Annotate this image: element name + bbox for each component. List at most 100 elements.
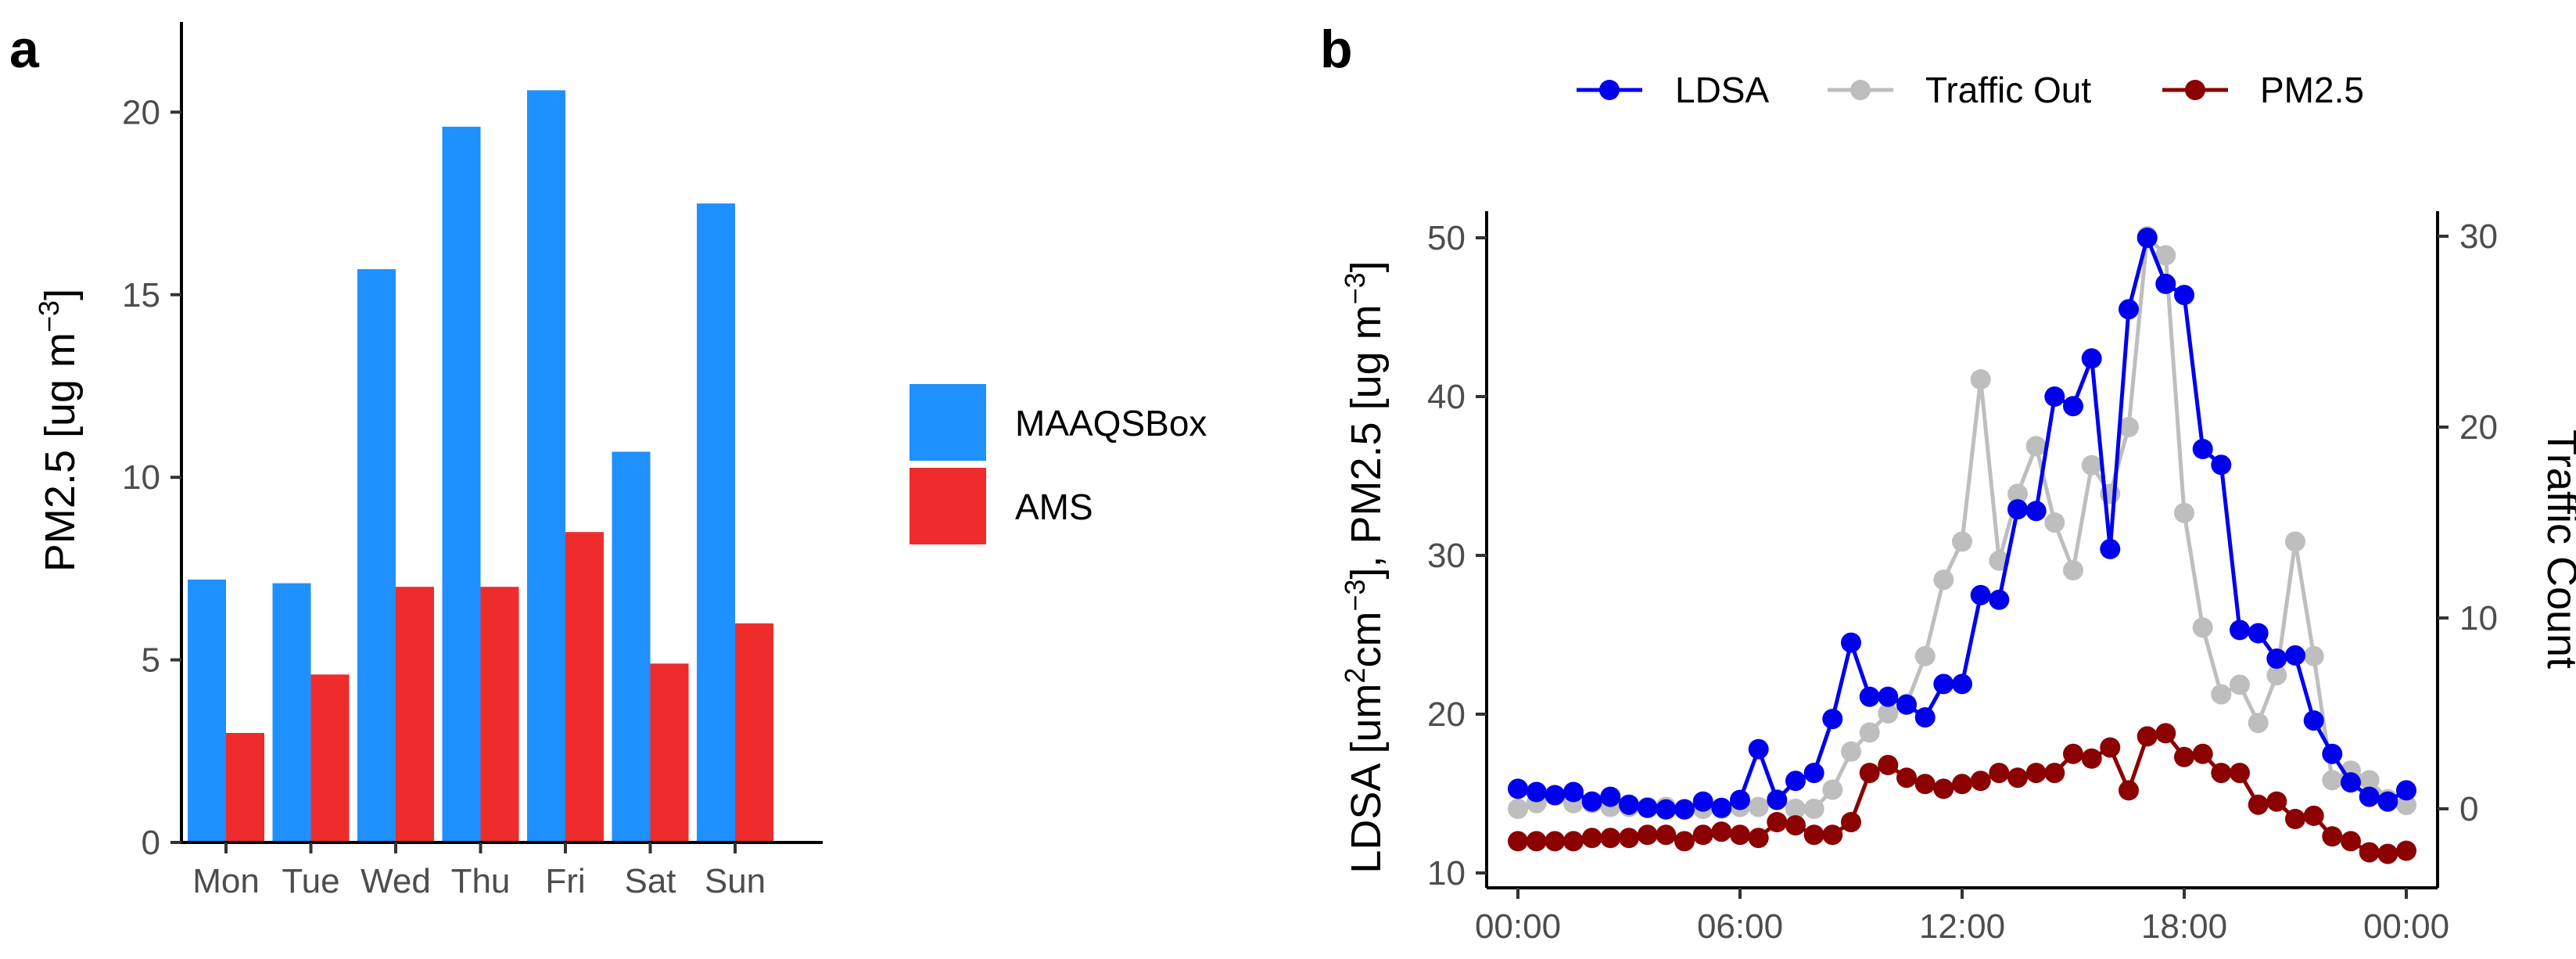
- point-pm2-5-18: [1841, 812, 1861, 832]
- point-pm2-5-9: [1674, 831, 1695, 852]
- point-pm2-5-14: [1767, 812, 1788, 832]
- point-pm2-5-8: [1656, 824, 1677, 846]
- point-traffic-out-33: [2119, 417, 2139, 437]
- left-tick-label-10: 10: [1427, 854, 1466, 893]
- right-tick-label-20: 20: [2459, 408, 2498, 447]
- point-pm2-5-26: [1989, 763, 2010, 784]
- x-tick-label-wed: Wed: [361, 862, 431, 900]
- point-pm2-5-37: [2192, 743, 2213, 764]
- point-ldsa-6: [1619, 794, 1639, 815]
- point-pm2-5-32: [2100, 737, 2121, 758]
- point-pm2-5-4: [1581, 828, 1602, 849]
- point-pm2-5-10: [1692, 824, 1713, 846]
- y-tick-label-0: 0: [142, 824, 160, 862]
- left-tick-label-20: 20: [1427, 695, 1466, 734]
- point-ldsa-4: [1581, 791, 1602, 812]
- point-traffic-out-20: [1878, 703, 1899, 724]
- point-ldsa-22: [1914, 707, 1936, 728]
- point-ldsa-39: [2230, 620, 2250, 641]
- y-tick-label-5: 5: [142, 641, 160, 680]
- point-ldsa-18: [1841, 632, 1861, 653]
- point-ldsa-48: [2396, 780, 2416, 801]
- legend-swatch-maaqsbox: [909, 384, 986, 461]
- legend-marker-ldsa: [1599, 80, 1620, 100]
- point-pm2-5-36: [2174, 746, 2194, 767]
- point-ldsa-2: [1545, 785, 1566, 806]
- bar-maaqsbox-sun: [697, 203, 735, 843]
- x-tick-label-sun: Sun: [705, 862, 766, 900]
- legend-label-ldsa: LDSA: [1675, 70, 1769, 110]
- panel-a-legend: MAAQSBox AMS: [909, 384, 1207, 544]
- point-ldsa-8: [1656, 799, 1677, 820]
- panel-b: b LDSA Traffic Out PM2.5 10 20 30 40 50 0 10 2…: [1320, 20, 2576, 946]
- point-traffic-out-24: [1952, 531, 1972, 552]
- panel-a: a 0 5 10 15 20 Mon Tue Wed Thu Fri Sat Sun PM2.5 […: [9, 20, 1207, 900]
- point-ldsa-47: [2377, 791, 2398, 812]
- point-ldsa-23: [1933, 673, 1954, 695]
- point-ldsa-43: [2303, 710, 2324, 731]
- panel-b-right-ticks: 0 10 20 30: [2438, 217, 2498, 828]
- series-line-traffic-out: [1517, 234, 2407, 811]
- point-traffic-out-17: [1822, 779, 1843, 800]
- panel-b-left-ticks: 10 20 30 40 50: [1427, 219, 1487, 893]
- x-tick-label-mon: Mon: [192, 862, 260, 900]
- point-ldsa-5: [1600, 786, 1621, 807]
- point-ldsa-34: [2137, 228, 2158, 248]
- point-traffic-out-27: [2007, 483, 2028, 505]
- point-ldsa-38: [2211, 454, 2232, 476]
- point-ldsa-1: [1526, 781, 1547, 803]
- legend-label-maaqsbox: MAAQSBox: [1015, 403, 1207, 444]
- point-ldsa-37: [2192, 439, 2213, 459]
- point-traffic-out-39: [2230, 674, 2250, 695]
- point-ldsa-31: [2081, 348, 2102, 369]
- point-ldsa-20: [1878, 686, 1899, 707]
- point-traffic-out-43: [2303, 645, 2324, 666]
- point-pm2-5-43: [2303, 805, 2324, 826]
- panel-a-y-axis-title: PM2.5 [ug m−3]: [33, 289, 84, 572]
- point-traffic-out-28: [2025, 436, 2047, 457]
- point-pm2-5-42: [2285, 809, 2305, 829]
- bar-ams-wed: [396, 587, 434, 842]
- point-ldsa-35: [2155, 273, 2176, 294]
- point-pm2-5-39: [2230, 763, 2250, 784]
- point-traffic-out-31: [2081, 454, 2102, 476]
- point-ldsa-40: [2248, 623, 2269, 644]
- bar-maaqsbox-mon: [188, 579, 226, 842]
- point-pm2-5-27: [2007, 767, 2028, 788]
- x-tick-label-tue: Tue: [282, 862, 339, 900]
- point-traffic-out-0: [1508, 799, 1528, 819]
- panel-b-legend: LDSA Traffic Out PM2.5: [1577, 70, 2364, 110]
- point-ldsa-26: [1989, 589, 2010, 610]
- point-ldsa-42: [2285, 645, 2305, 666]
- point-ldsa-44: [2322, 743, 2343, 764]
- point-pm2-5-46: [2359, 842, 2380, 863]
- point-pm2-5-2: [1545, 831, 1566, 852]
- point-ldsa-3: [1563, 781, 1584, 803]
- bar-ams-sun: [735, 623, 773, 842]
- point-ldsa-17: [1822, 709, 1843, 730]
- x-tick-label-sat: Sat: [624, 862, 676, 900]
- point-pm2-5-48: [2396, 840, 2416, 861]
- point-traffic-out-22: [1914, 645, 1936, 666]
- point-pm2-5-34: [2137, 726, 2158, 747]
- point-pm2-5-38: [2211, 763, 2232, 784]
- bar-ams-thu: [480, 587, 519, 842]
- right-tick-label-10: 10: [2459, 599, 2498, 638]
- point-pm2-5-12: [1730, 824, 1750, 846]
- point-pm2-5-0: [1508, 831, 1528, 852]
- point-pm2-5-7: [1637, 824, 1658, 846]
- panel-b-x-ticks: 00:00 06:00 12:00 18:00 00:00: [1475, 888, 2449, 946]
- point-traffic-out-30: [2063, 560, 2083, 580]
- panel-a-label: a: [9, 20, 40, 79]
- point-pm2-5-35: [2155, 723, 2176, 744]
- right-tick-label-30: 30: [2459, 217, 2498, 256]
- point-pm2-5-24: [1952, 774, 1972, 795]
- point-traffic-out-19: [1859, 722, 1880, 743]
- point-ldsa-14: [1767, 789, 1788, 810]
- point-ldsa-28: [2025, 501, 2047, 522]
- point-pm2-5-20: [1878, 755, 1899, 775]
- point-ldsa-45: [2341, 772, 2361, 793]
- point-traffic-out-44: [2322, 770, 2343, 791]
- point-ldsa-10: [1692, 791, 1713, 812]
